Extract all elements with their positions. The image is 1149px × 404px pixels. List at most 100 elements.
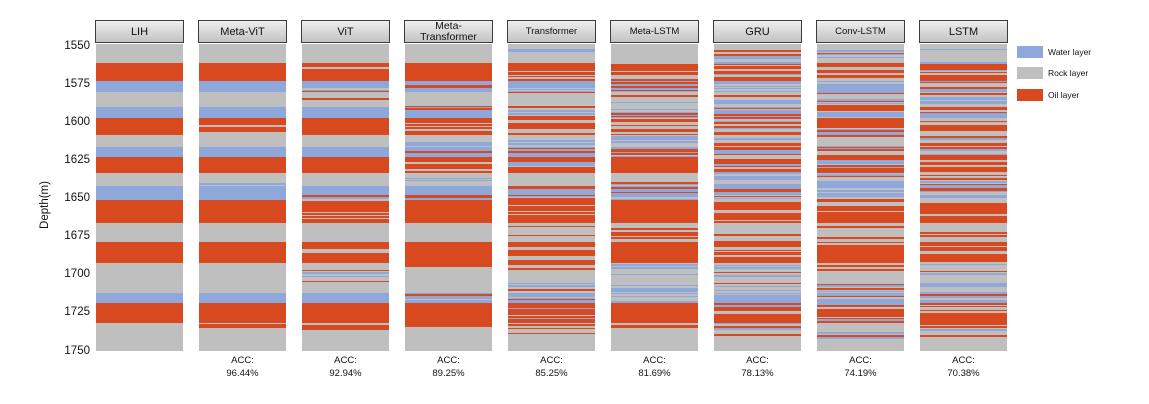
- y-tick-label: 1600: [64, 115, 90, 128]
- oil-layer-segment: [302, 200, 389, 223]
- misclassified-water-stripe: [920, 263, 1007, 266]
- misclassified-rock-stripe: [920, 83, 1007, 86]
- misclassified-water-stripe: [817, 303, 904, 306]
- water-layer-segment: [96, 107, 183, 118]
- misclassified-oil-stripe: [920, 270, 1007, 272]
- oil-layer-segment: [302, 302, 389, 323]
- misclassified-water-stripe: [817, 183, 904, 185]
- water-layer-segment: [302, 81, 389, 92]
- misclassified-water-stripe: [611, 136, 698, 138]
- misclassified-rock-stripe: [508, 238, 595, 240]
- rock-layer-segment: [302, 44, 389, 63]
- misclassified-rock-stripe: [817, 78, 904, 81]
- misclassified-rock-stripe: [302, 211, 389, 213]
- misclassified-water-stripe: [714, 176, 801, 179]
- rock-layer-segment: [508, 322, 595, 351]
- misclassified-rock-stripe: [611, 197, 698, 200]
- misclassified-rock-stripe: [714, 236, 801, 238]
- misclassified-rock-stripe: [508, 235, 595, 238]
- rock-layer-segment: [405, 44, 492, 63]
- oil-layer-segment: [611, 241, 698, 263]
- misclassified-rock-stripe: [920, 233, 1007, 236]
- accuracy-label-gru: ACC: 78.13%: [741, 355, 774, 379]
- misclassified-water-stripe: [920, 184, 1007, 187]
- misclassified-oil-stripe: [920, 93, 1007, 95]
- water-layer-segment: [302, 146, 389, 158]
- misclassified-oil-stripe: [405, 108, 492, 110]
- misclassified-rock-stripe: [405, 169, 492, 171]
- oil-layer-segment: [302, 62, 389, 82]
- misclassified-water-stripe: [817, 91, 904, 93]
- misclassified-oil-stripe: [508, 225, 595, 228]
- lithology-strip-meta-vit: [199, 44, 286, 351]
- misclassified-oil-stripe: [199, 202, 286, 204]
- misclassified-oil-stripe: [611, 211, 698, 213]
- misclassified-rock-stripe: [817, 242, 904, 245]
- misclassified-oil-stripe: [714, 240, 801, 244]
- misclassified-oil-stripe: [920, 203, 1007, 206]
- water-layer-segment: [508, 81, 595, 92]
- misclassified-rock-stripe: [920, 150, 1007, 152]
- misclassified-oil-stripe: [611, 234, 698, 237]
- misclassified-water-stripe: [611, 137, 698, 140]
- misclassified-oil-stripe: [920, 136, 1007, 138]
- rock-layer-segment: [817, 262, 904, 294]
- misclassified-rock-stripe: [714, 219, 801, 222]
- misclassified-oil-stripe: [817, 284, 904, 286]
- misclassified-water-stripe: [714, 328, 801, 330]
- misclassified-rock-stripe: [714, 167, 801, 170]
- accuracy-label-meta-vit: ACC: 96.44%: [226, 355, 259, 379]
- misclassified-rock-stripe: [508, 120, 595, 123]
- oil-layer-segment: [302, 157, 389, 174]
- misclassified-rock-stripe: [405, 226, 492, 229]
- misclassified-oil-stripe: [714, 283, 801, 285]
- misclassified-rock-stripe: [920, 299, 1007, 301]
- misclassified-oil-stripe: [405, 85, 492, 87]
- misclassified-oil-stripe: [508, 327, 595, 330]
- oil-layer-segment: [96, 200, 183, 223]
- misclassified-water-stripe: [714, 120, 801, 123]
- misclassified-oil-stripe: [817, 335, 904, 337]
- misclassified-water-stripe: [920, 137, 1007, 140]
- rock-layer-segment: [405, 135, 492, 147]
- misclassified-water-stripe: [508, 297, 595, 300]
- misclassified-oil-stripe: [302, 69, 389, 71]
- misclassified-rock-stripe: [817, 317, 904, 319]
- y-tick-label: 1700: [64, 268, 90, 281]
- misclassified-oil-stripe: [508, 194, 595, 197]
- misclassified-water-stripe: [817, 185, 904, 187]
- misclassified-oil-stripe: [508, 69, 595, 71]
- misclassified-water-stripe: [817, 128, 904, 130]
- misclassified-water-stripe: [920, 70, 1007, 72]
- misclassified-rock-stripe: [920, 151, 1007, 154]
- misclassified-rock-stripe: [199, 132, 286, 135]
- misclassified-oil-stripe: [508, 151, 595, 154]
- misclassified-water-stripe: [714, 265, 801, 267]
- misclassified-rock-stripe: [302, 218, 389, 221]
- misclassified-oil-stripe: [817, 296, 904, 298]
- misclassified-rock-stripe: [611, 126, 698, 128]
- misclassified-rock-stripe: [611, 117, 698, 119]
- misclassified-rock-stripe: [817, 306, 904, 309]
- misclassified-rock-stripe: [508, 247, 595, 250]
- misclassified-oil-stripe: [199, 323, 286, 326]
- water-layer-segment: [817, 81, 904, 92]
- misclassified-water-stripe: [817, 56, 904, 59]
- misclassified-rock-stripe: [611, 70, 698, 73]
- misclassified-oil-stripe: [920, 81, 1007, 84]
- accuracy-label-meta-lstm: ACC: 81.69%: [638, 355, 671, 379]
- misclassified-water-stripe: [817, 173, 904, 176]
- rock-layer-segment: [199, 222, 286, 242]
- misclassified-water-stripe: [920, 285, 1007, 287]
- lithology-strip-meta-lstm: [611, 44, 698, 351]
- rock-layer-segment: [920, 135, 1007, 147]
- misclassified-oil-stripe: [817, 93, 904, 95]
- misclassified-rock-stripe: [302, 251, 389, 253]
- misclassified-water-stripe: [817, 285, 904, 288]
- column-header-gru: GRU: [713, 20, 802, 43]
- misclassified-rock-stripe: [508, 315, 595, 317]
- misclassified-water-stripe: [508, 49, 595, 52]
- misclassified-oil-stripe: [611, 187, 698, 190]
- misclassified-rock-stripe: [611, 75, 698, 78]
- misclassified-rock-stripe: [611, 122, 698, 125]
